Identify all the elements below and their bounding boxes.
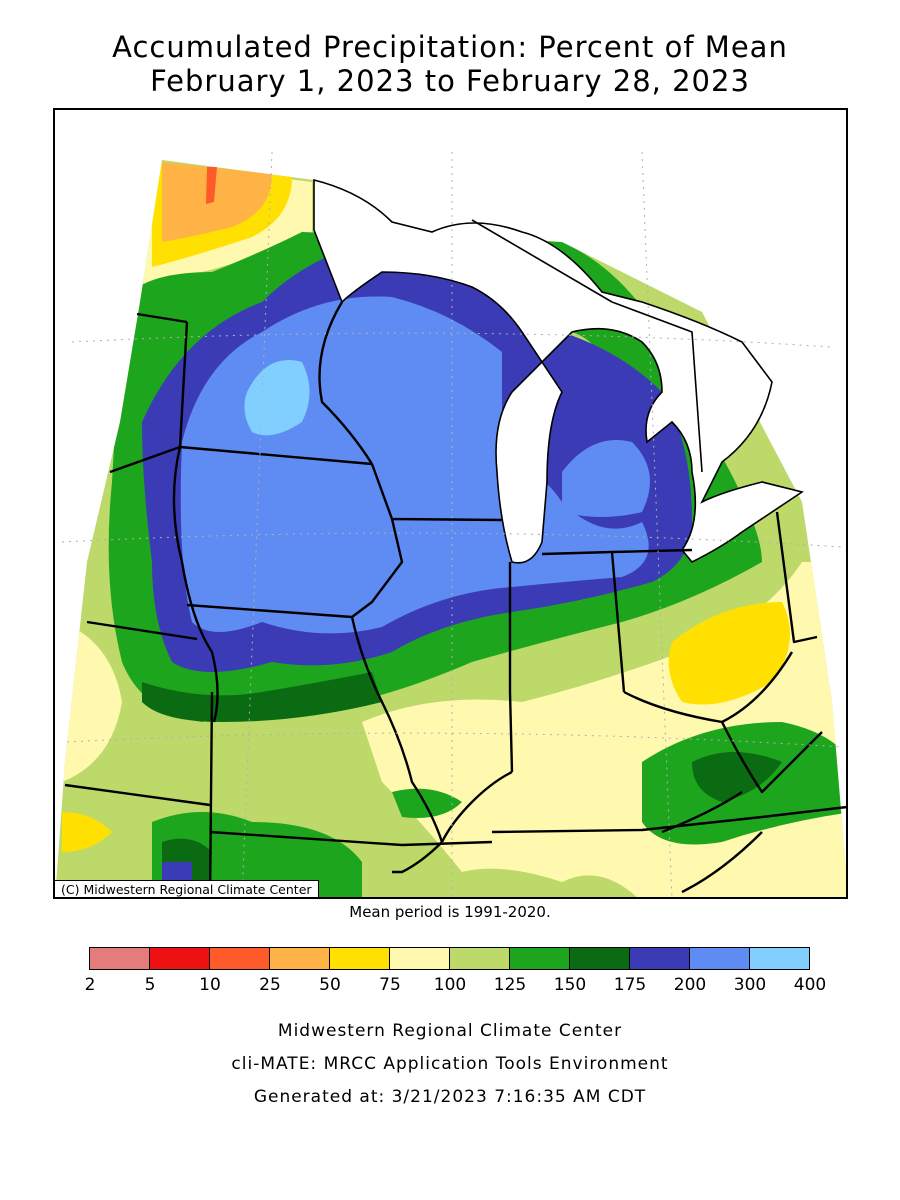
legend-swatch-0 bbox=[89, 947, 150, 970]
footer-org: Midwestern Regional Climate Center bbox=[277, 1021, 623, 1041]
legend-tick-label: 100 bbox=[433, 975, 467, 995]
legend-tick-label: 175 bbox=[613, 975, 647, 995]
mean-period-note: Mean period is 1991-2020. bbox=[349, 903, 551, 921]
legend-swatch-1 bbox=[149, 947, 210, 970]
legend-swatch-11 bbox=[749, 947, 810, 970]
legend-tick-label: 400 bbox=[793, 975, 827, 995]
legend-swatch-3 bbox=[269, 947, 330, 970]
map-canvas bbox=[55, 151, 846, 897]
map-date-range: February 1, 2023 to February 28, 2023 bbox=[150, 64, 750, 98]
map-title: Accumulated Precipitation: Percent of Me… bbox=[112, 30, 788, 64]
legend-tick-label: 5 bbox=[144, 975, 156, 995]
legend-swatch-4 bbox=[329, 947, 390, 970]
legend-tick-label: 300 bbox=[733, 975, 767, 995]
legend-swatch-8 bbox=[569, 947, 630, 970]
legend-tick-label: 75 bbox=[379, 975, 401, 995]
legend-swatch-10 bbox=[689, 947, 750, 970]
legend-tick-label: 200 bbox=[673, 975, 707, 995]
legend-tick-label: 150 bbox=[553, 975, 587, 995]
state-borders bbox=[64, 301, 846, 897]
legend-tick-label: 10 bbox=[199, 975, 221, 995]
map-credit: (C) Midwestern Regional Climate Center bbox=[55, 880, 319, 897]
precipitation-map: (C) Midwestern Regional Climate Center bbox=[53, 108, 848, 899]
lakes-and-canada bbox=[313, 178, 804, 564]
legend-swatch-5 bbox=[389, 947, 450, 970]
legend-swatch-9 bbox=[629, 947, 690, 970]
legend-tick-label: 50 bbox=[319, 975, 341, 995]
legend-swatch-2 bbox=[209, 947, 270, 970]
color-legend bbox=[89, 947, 810, 970]
legend-tick-label: 2 bbox=[84, 975, 96, 995]
legend-swatch-6 bbox=[449, 947, 510, 970]
legend-tick-label: 125 bbox=[493, 975, 527, 995]
graticule bbox=[61, 151, 843, 897]
footer-generated: Generated at: 3/21/2023 7:16:35 AM CDT bbox=[253, 1087, 647, 1107]
legend-tick-label: 25 bbox=[259, 975, 281, 995]
legend-tick-labels: 2 5 10 25 50 75 100 125 150 175 200 300 400 bbox=[60, 975, 840, 999]
legend-swatch-7 bbox=[509, 947, 570, 970]
footer-tool: cli-MATE: MRCC Application Tools Environ… bbox=[231, 1054, 669, 1074]
